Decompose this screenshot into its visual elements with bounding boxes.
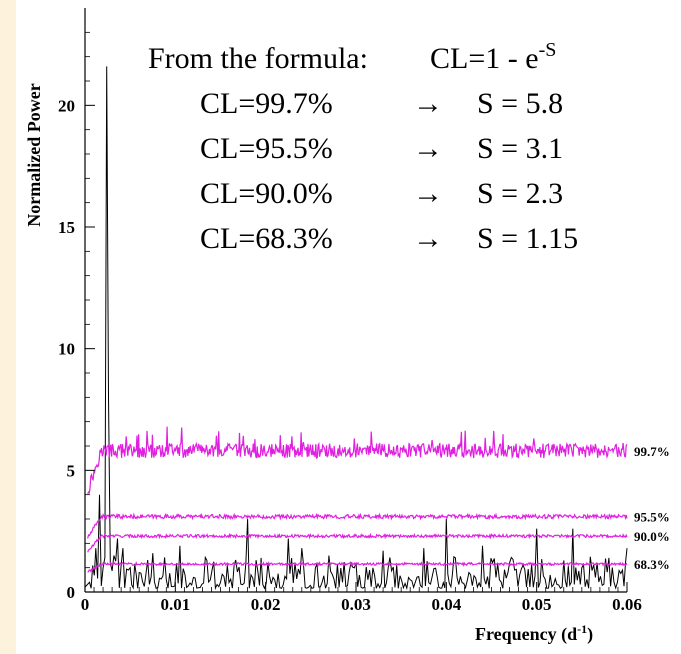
cl-label: 95.5% <box>634 510 670 525</box>
y-tick-label: 20 <box>58 96 75 115</box>
confidence-level-layer: 99.7% 95.5% 90.0% 68.3% <box>87 426 670 573</box>
x-tick-label: 0.05 <box>522 595 552 614</box>
annotation-row-1-cl: CL=99.7% <box>200 87 333 120</box>
formula-sup: -S <box>539 39 557 61</box>
x-tick-label: 0.03 <box>341 595 371 614</box>
annotation-row-2-arrow: → <box>413 132 443 165</box>
annotation-row-4-s: S = 1.15 <box>477 222 578 255</box>
left-margin-strip <box>0 0 16 654</box>
formula-expression: CL=1 - e-S <box>430 39 556 75</box>
formula-prefix: From the formula: <box>148 42 368 75</box>
x-axis-title: Frequency (d-1) <box>475 622 593 645</box>
y-tick-label: 5 <box>67 461 76 480</box>
ticks-layer: 0 0.01 0.02 0.03 0.04 0.05 0.06 0 5 10 15 20 <box>58 31 642 614</box>
annotation-row-3-s: S = 2.3 <box>477 177 563 210</box>
formula-annotation: From the formula: CL=1 - e-S CL=99.7% → … <box>148 39 578 255</box>
annotation-row-2-cl: CL=95.5% <box>200 132 333 165</box>
x-tick-label: 0.04 <box>431 595 461 614</box>
y-tick-label: 15 <box>58 218 75 237</box>
x-axis-title-sup: -1 <box>577 622 587 636</box>
x-axis-title-main: Frequency (d <box>475 624 577 645</box>
cl-label: 99.7% <box>634 444 670 459</box>
x-tick-label: 0.01 <box>160 595 190 614</box>
annotation-row-4-cl: CL=68.3% <box>200 222 333 255</box>
annotation-row-2-s: S = 3.1 <box>477 132 563 165</box>
cl-label: 90.0% <box>634 529 670 544</box>
annotation-row-3-cl: CL=90.0% <box>200 177 333 210</box>
annotation-row-3-arrow: → <box>413 177 443 210</box>
x-tick-label: 0.06 <box>612 595 642 614</box>
cl-curve-68.3% <box>87 561 628 573</box>
y-axis-title: Normalized Power <box>24 83 44 226</box>
x-tick-label: 0.02 <box>251 595 281 614</box>
y-tick-label: 10 <box>58 340 75 359</box>
annotation-row-1-s: S = 5.8 <box>477 87 563 120</box>
x-tick-label: 0 <box>81 595 90 614</box>
x-axis-title-close: ) <box>587 624 593 645</box>
cl-label: 68.3% <box>634 557 670 572</box>
cl-curve-99.7% <box>87 426 628 494</box>
formula-main: CL=1 - e <box>430 42 539 75</box>
cl-curve-95.5% <box>87 512 628 539</box>
annotation-row-1-arrow: → <box>413 87 443 120</box>
y-tick-label: 0 <box>67 583 76 602</box>
cl-curve-90.0% <box>87 532 628 553</box>
annotation-row-4-arrow: → <box>413 222 443 255</box>
